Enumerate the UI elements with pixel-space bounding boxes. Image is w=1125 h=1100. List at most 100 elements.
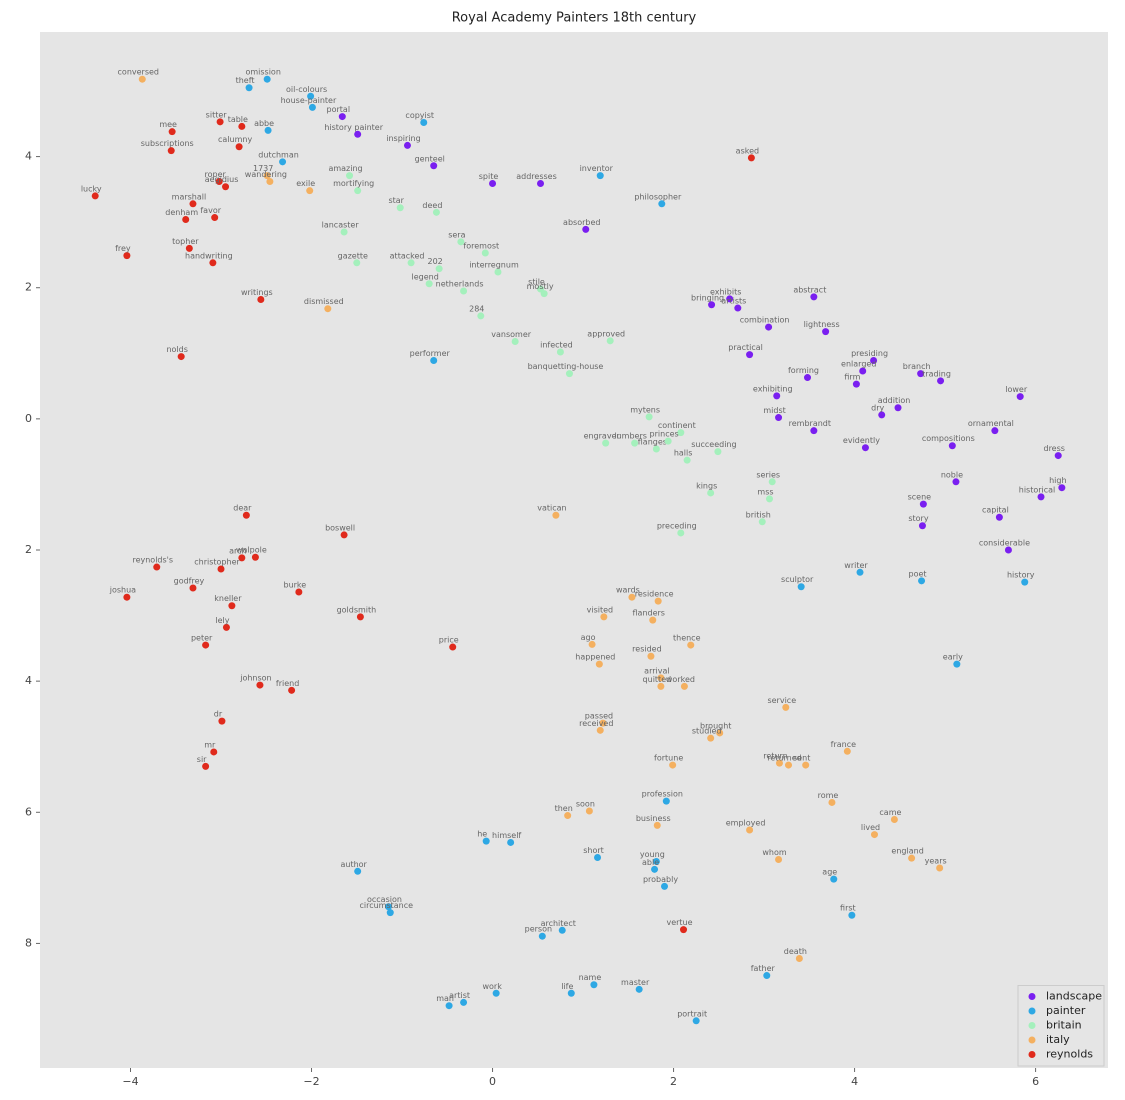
- x-tick-label: 6: [1032, 1075, 1039, 1088]
- point-label: early: [943, 653, 963, 662]
- point: [435, 265, 443, 273]
- point: [590, 981, 598, 989]
- point: [263, 75, 271, 83]
- point: [894, 404, 902, 412]
- point-label: sculptor: [781, 575, 814, 584]
- point-label: artists: [721, 297, 746, 306]
- point: [645, 413, 653, 421]
- point: [538, 932, 546, 940]
- point-label: lucky: [81, 184, 102, 193]
- point-label: portrait: [677, 1009, 707, 1018]
- point-label: dismissed: [304, 297, 344, 306]
- point: [266, 177, 274, 185]
- point: [937, 377, 945, 385]
- point-label: presiding: [851, 349, 888, 358]
- point-label: attacked: [390, 251, 425, 260]
- point: [189, 200, 197, 208]
- point-label: infected: [540, 340, 573, 349]
- point: [677, 529, 685, 537]
- point: [123, 252, 131, 260]
- point-label: sitter: [206, 110, 228, 119]
- point-label: foremost: [463, 241, 499, 250]
- point: [843, 747, 851, 755]
- point-label: profession: [642, 790, 683, 799]
- point: [856, 568, 864, 576]
- point: [936, 864, 944, 872]
- point-label: flanders: [633, 609, 665, 618]
- point-label: lightness: [804, 320, 840, 329]
- point: [430, 357, 438, 365]
- point-label: exhibiting: [753, 384, 793, 393]
- point-label: walpole: [236, 546, 267, 555]
- point: [189, 584, 197, 592]
- point: [596, 726, 604, 734]
- point-label: mee: [159, 120, 177, 129]
- point: [245, 84, 253, 92]
- point: [346, 172, 354, 180]
- point-label: portal: [327, 105, 351, 114]
- point: [202, 641, 210, 649]
- point-label: mostly: [527, 282, 554, 291]
- point: [628, 593, 636, 601]
- point: [687, 641, 695, 649]
- point: [242, 511, 250, 519]
- point-label: omission: [245, 68, 280, 77]
- point-label: sent: [793, 754, 810, 763]
- point-label: lower: [1005, 385, 1028, 394]
- point: [602, 439, 610, 447]
- point: [765, 323, 773, 331]
- point-label: returned: [767, 754, 801, 763]
- point-label: peter: [191, 634, 213, 643]
- point: [683, 456, 691, 464]
- point-label: inventor: [580, 164, 614, 173]
- point: [785, 761, 793, 769]
- point: [257, 296, 265, 304]
- point-label: halls: [674, 449, 693, 458]
- point: [228, 602, 236, 610]
- point-label: british: [746, 510, 771, 519]
- point-label: godfrey: [174, 577, 205, 586]
- point-label: trading: [922, 369, 951, 378]
- point: [775, 759, 783, 767]
- point-label: 202: [428, 257, 443, 266]
- point: [1037, 493, 1045, 501]
- point-label: man: [436, 994, 454, 1003]
- point-label: absorbed: [563, 218, 600, 227]
- point: [662, 797, 670, 805]
- point: [432, 208, 440, 216]
- point-label: history painter: [324, 123, 383, 132]
- point-label: brought: [700, 721, 731, 730]
- point-label: subscriptions: [141, 139, 194, 148]
- point: [773, 392, 781, 400]
- y-tick-label: 2: [25, 281, 32, 294]
- point: [182, 216, 190, 224]
- point: [238, 554, 246, 562]
- legend-label: britain: [1046, 1019, 1082, 1032]
- point: [649, 616, 657, 624]
- point-label: thence: [673, 634, 701, 643]
- point-label: succeeding: [691, 440, 736, 449]
- point-label: amazing: [328, 164, 362, 173]
- point: [430, 162, 438, 170]
- point: [680, 682, 688, 690]
- point-label: christopher: [194, 558, 240, 567]
- point-label: engraver: [584, 432, 621, 441]
- point-label: happened: [575, 653, 615, 662]
- point: [288, 686, 296, 694]
- point-label: wandering: [245, 170, 287, 179]
- point-label: master: [621, 978, 650, 987]
- point: [295, 588, 303, 596]
- point: [596, 172, 604, 180]
- point: [852, 380, 860, 388]
- point: [308, 103, 316, 111]
- point-label: occasion: [367, 895, 402, 904]
- point: [567, 989, 575, 997]
- point: [680, 926, 688, 934]
- point: [185, 244, 193, 252]
- point-label: asked: [736, 146, 759, 155]
- point-label: marshall: [172, 192, 207, 201]
- point: [482, 837, 490, 845]
- point: [256, 681, 264, 689]
- point: [595, 660, 603, 668]
- point-label: favor: [200, 206, 221, 215]
